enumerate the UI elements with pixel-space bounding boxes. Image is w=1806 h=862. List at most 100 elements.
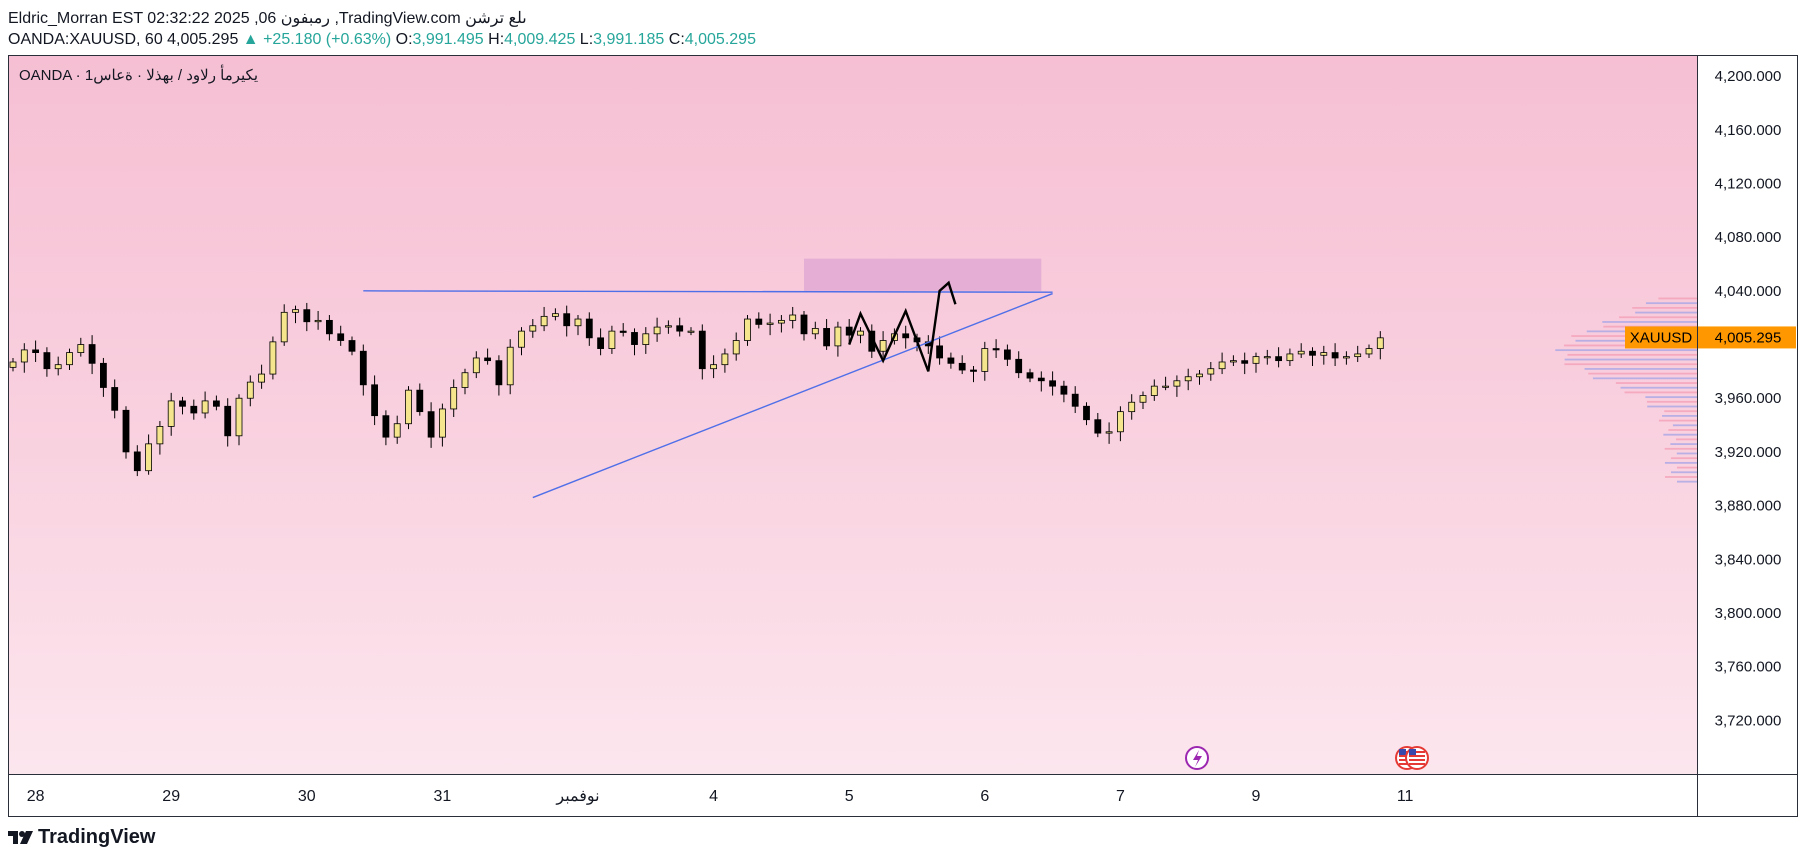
candle-body <box>156 426 164 445</box>
candle-body <box>619 330 627 333</box>
volume-bar <box>1664 476 1697 478</box>
y-tick-label: 4,200.000 <box>1715 68 1782 85</box>
candle-body <box>1309 350 1316 356</box>
candle-body <box>687 330 695 333</box>
y-tick-label: 3,880.000 <box>1715 498 1782 515</box>
candle-body <box>9 361 17 368</box>
candle-body <box>405 389 412 425</box>
candle-body <box>902 333 910 339</box>
candle-body <box>382 415 390 438</box>
candle-body <box>698 330 706 370</box>
close-label: C: <box>668 31 685 48</box>
x-tick-label: 7 <box>1116 788 1125 805</box>
candle-body <box>190 405 198 414</box>
candle-body <box>1286 353 1294 362</box>
chart-legend: OANDA · يكيرمأ رلاود / بهذلا · ةعاس1 <box>19 67 258 84</box>
candle-body <box>857 330 864 336</box>
low-value: 3,991.185 <box>593 31 665 48</box>
low-label: L: <box>579 31 594 48</box>
candle-body <box>348 340 356 352</box>
candle-body <box>427 411 435 438</box>
candle-body <box>1105 431 1113 434</box>
x-tick-label: 29 <box>162 788 180 805</box>
tradingview-logo-icon <box>8 831 33 844</box>
candle-body <box>1252 356 1260 364</box>
candle-body <box>325 319 333 335</box>
candle-body <box>1139 395 1147 403</box>
volume-bar <box>1664 461 1697 464</box>
candle-body <box>1173 380 1181 387</box>
candle-body <box>393 423 401 438</box>
last-price-tag: 4,005.295 <box>1715 329 1782 346</box>
candle-body <box>1094 419 1102 434</box>
volume-bar <box>1620 386 1697 389</box>
candle-body <box>823 328 830 347</box>
flag-stripe <box>1409 755 1425 757</box>
candle-body <box>1128 401 1136 413</box>
plot-area[interactable]: XAUUSD OANDA · يكيرمأ رلاود / بهذلا · ةع… <box>9 56 1697 774</box>
symbol-tag-bg <box>1625 326 1697 349</box>
volume-bar <box>1658 297 1697 300</box>
candle-body <box>145 443 153 472</box>
y-tick-label: 4,040.000 <box>1715 283 1782 300</box>
candle-body <box>438 408 446 438</box>
volume-bar <box>1672 424 1697 427</box>
candle-body <box>1241 360 1249 364</box>
candle-body <box>1015 358 1023 374</box>
brand-footer: TradingView <box>8 826 155 849</box>
candle-body <box>461 372 469 388</box>
candle-body <box>258 373 266 383</box>
candle-body <box>201 400 209 414</box>
candle-body <box>992 348 1000 351</box>
candle-body <box>936 345 943 359</box>
volume-bar <box>1588 372 1697 375</box>
candle-body <box>32 349 40 353</box>
volume-bar <box>1602 321 1697 323</box>
candle-body <box>563 313 571 327</box>
candle-body <box>1037 377 1045 382</box>
volume-bar <box>1632 306 1697 309</box>
candle-body <box>1004 349 1011 360</box>
chart-frame: XAUUSD OANDA · يكيرمأ رلاود / بهذلا · ةع… <box>8 55 1798 817</box>
candle-body <box>66 352 73 366</box>
volume-bar <box>1567 353 1697 356</box>
candle-body <box>744 318 751 341</box>
x-tick-label: 30 <box>298 788 316 805</box>
time-axis[interactable]: 28 29 30 31 نوفمبر 4 5 6 7 9 11 <box>9 774 1697 816</box>
candle-body <box>1060 385 1068 395</box>
volume-bar <box>1647 405 1697 408</box>
y-tick-label: 3,760.000 <box>1715 659 1782 676</box>
candle-body <box>642 333 650 345</box>
x-tick-label: 11 <box>1397 788 1414 805</box>
volume-bar <box>1658 419 1697 422</box>
price-axis[interactable]: 4,200.000 4,160.000 4,120.000 4,080.000 4,04… <box>1697 56 1797 774</box>
candle-body <box>755 318 763 325</box>
price-chart[interactable]: XAUUSD <box>9 56 1697 774</box>
publish-info: Eldric_Morran EST 02:32:22 2025 ,06 رمبف… <box>8 10 527 27</box>
volume-bar <box>1564 363 1697 366</box>
candle-body <box>1320 352 1328 356</box>
flag-stripe <box>1409 763 1425 765</box>
candle-body <box>212 400 220 407</box>
candle-body <box>653 326 661 335</box>
y-tick-label: 4,080.000 <box>1715 229 1782 246</box>
candle-body <box>811 328 819 335</box>
candle-body <box>1150 385 1158 396</box>
candle-body <box>1117 411 1124 433</box>
candle-body <box>721 353 729 366</box>
price-axis-svg: 4,200.000 4,160.000 4,120.000 4,080.000 4,04… <box>1698 68 1796 729</box>
candle-body <box>303 309 311 323</box>
candle-body <box>879 340 887 352</box>
candle-body <box>1083 405 1090 421</box>
x-tick-label: 9 <box>1252 788 1261 805</box>
candle-body <box>280 311 288 343</box>
volume-bar <box>1624 391 1697 394</box>
candle-body <box>1230 360 1237 363</box>
open-label: O: <box>395 31 413 48</box>
volume-bar <box>1676 480 1697 483</box>
x-tick-label: 28 <box>27 788 45 805</box>
candle-body <box>1263 356 1271 359</box>
candle-body <box>574 318 582 327</box>
candle-body <box>179 400 186 407</box>
candle-body <box>1162 385 1169 388</box>
